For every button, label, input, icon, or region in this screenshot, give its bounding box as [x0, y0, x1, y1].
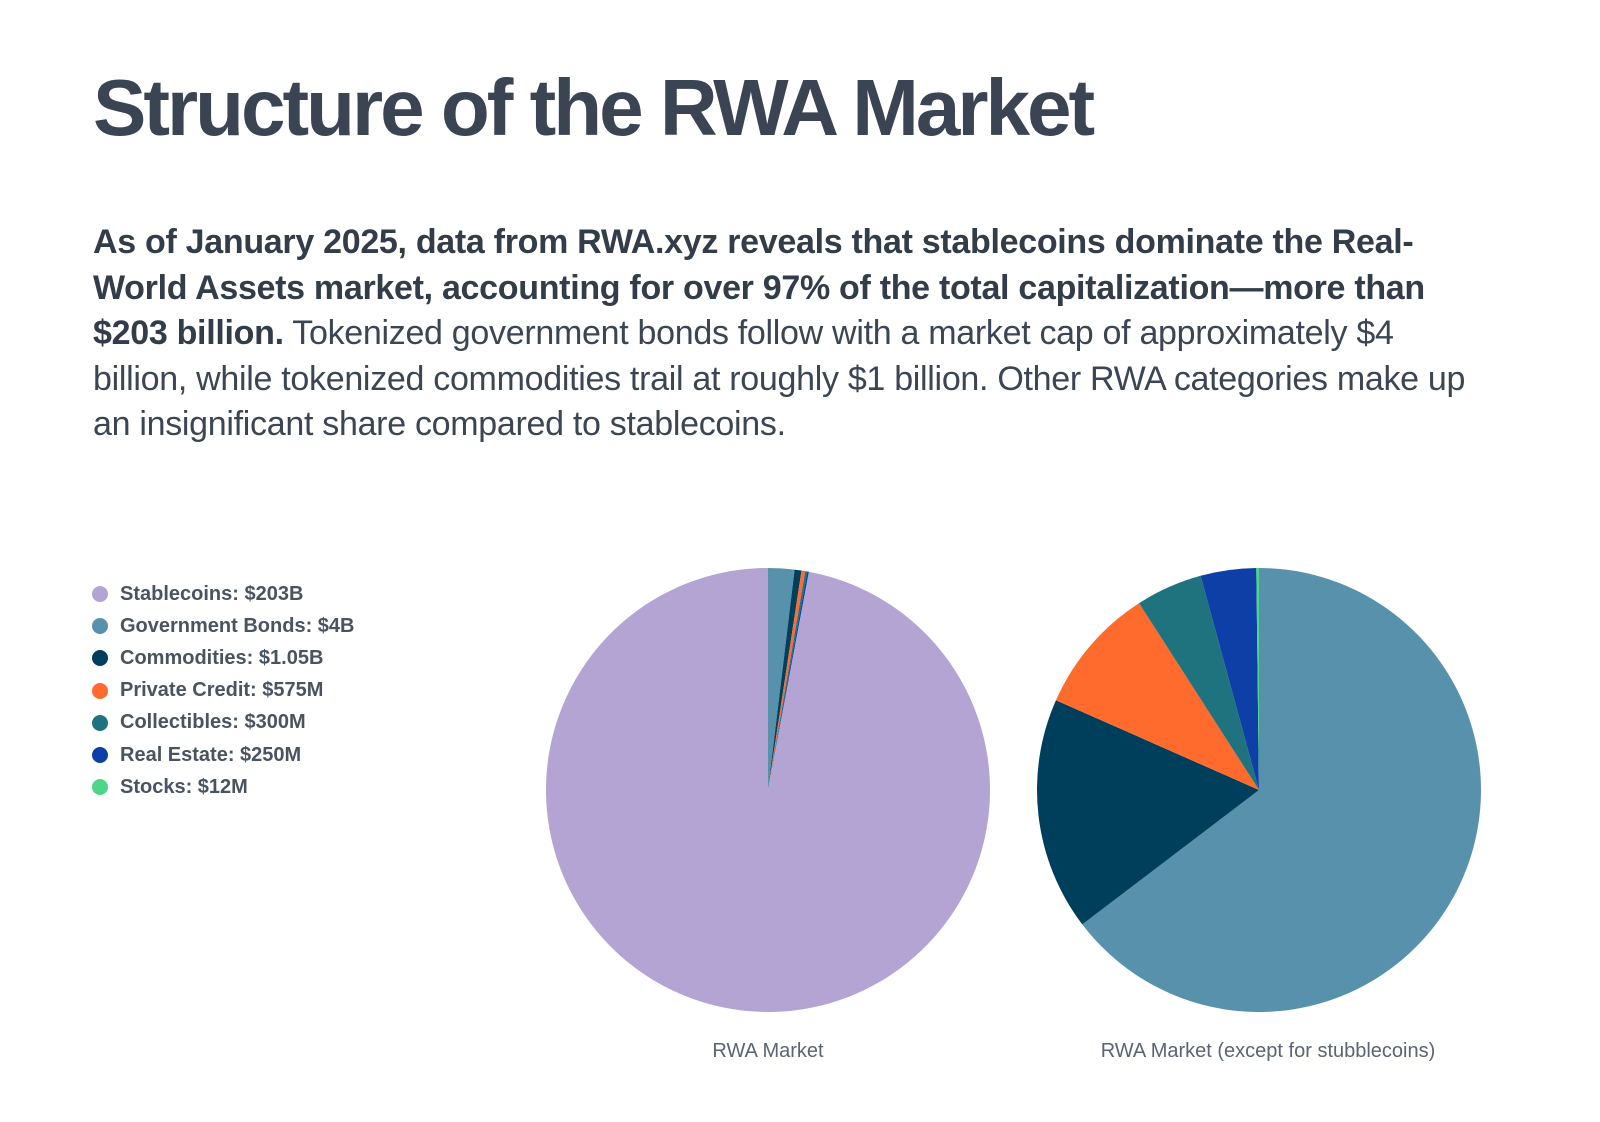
legend-label: Collectibles: $300M	[120, 711, 306, 734]
legend-label: Stocks: $12M	[120, 775, 248, 798]
pie-slice-government-bonds	[768, 568, 795, 790]
pie-slice-stocks	[1256, 568, 1259, 790]
pie-slice-real-estate	[768, 571, 809, 790]
pie-caption-except-stablecoins: RWA Market (except for stubblecoins)	[1100, 1040, 1436, 1062]
intro-regular: Tokenized government bonds follow with a…	[93, 314, 1466, 443]
legend-dot	[92, 650, 108, 667]
legend-item: Collectibles: $300M	[92, 707, 354, 739]
pie-slice-collectibles	[1139, 575, 1259, 790]
legend-label: Stablecoins: $203B	[120, 582, 304, 605]
legend-dot	[92, 714, 108, 731]
legend-dot	[92, 779, 108, 796]
legend-label: Private Credit: $575M	[120, 679, 324, 702]
legend-item: Private Credit: $575M	[92, 675, 354, 707]
legend-label: Real Estate: $250M	[120, 743, 302, 766]
legend-item: Government Bonds: $4B	[92, 610, 354, 642]
pie-slice-stablecoins	[546, 568, 991, 1012]
legend-item: Real Estate: $250M	[92, 739, 354, 771]
legend-item: Stocks: $12M	[92, 771, 354, 803]
pie-slice-government-bonds	[1082, 568, 1481, 1013]
pie-slice-private-credit	[1055, 603, 1259, 790]
legend-dot	[92, 586, 108, 603]
legend-dot	[92, 747, 108, 764]
intro-paragraph: As of January 2025, data from RWA.xyz re…	[93, 220, 1473, 448]
legend-dot	[92, 682, 108, 699]
legend-dot	[92, 618, 108, 635]
pie-slice-commodities	[768, 569, 802, 790]
legend-label: Commodities: $1.05B	[120, 646, 324, 669]
legend-item: Commodities: $1.05B	[92, 642, 354, 674]
pie-slice-commodities	[1037, 700, 1259, 925]
intro-bold: As of January 2025, data from RWA.xyz re…	[93, 223, 1425, 352]
pie-slice-stocks	[768, 571, 810, 790]
legend-item: Stablecoins: $203B	[92, 578, 354, 610]
page-title: Structure of the RWA Market	[93, 63, 1095, 152]
legend-label: Government Bonds: $4B	[120, 614, 355, 637]
pie-slice-private-credit	[768, 570, 806, 790]
legend: Stablecoins: $203B Government Bonds: $4B…	[92, 578, 354, 803]
pie-caption-rwa-market: RWA Market	[712, 1040, 824, 1062]
pie-slice-collectibles	[768, 571, 808, 790]
pie-slice-real-estate	[1200, 568, 1259, 790]
